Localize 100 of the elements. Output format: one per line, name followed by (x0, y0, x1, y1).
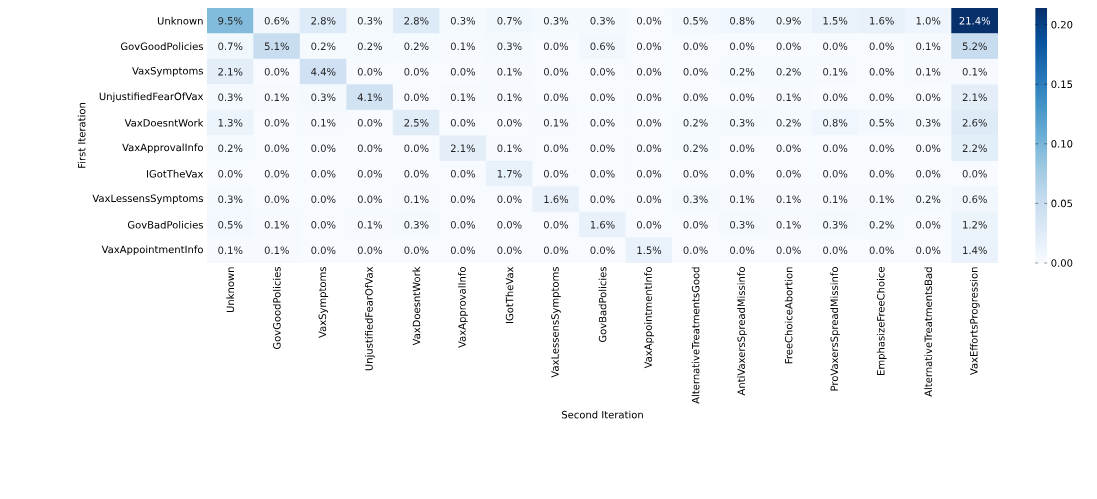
data-label: 0.0% (357, 144, 383, 153)
data-label: 0.5% (869, 118, 894, 127)
data-label: 0.1% (497, 93, 522, 102)
data-label: 0.3% (218, 93, 243, 102)
x-axis-title: Second Iteration (561, 410, 643, 419)
data-label: 5.2% (962, 42, 987, 51)
data-label: 0.1% (730, 195, 755, 204)
data-label: 0.3% (590, 16, 615, 25)
data-label: 21.4% (959, 16, 991, 25)
color-bar-label: 0.20 (1051, 20, 1073, 29)
data-label: 0.0% (636, 93, 662, 102)
data-label: 0.0% (590, 246, 615, 255)
data-label: 0.0% (404, 67, 429, 76)
data-label: 0.0% (636, 195, 662, 204)
data-label: 0.0% (543, 93, 569, 102)
data-label: 0.0% (543, 144, 569, 153)
data-label: 0.3% (404, 220, 429, 229)
data-label: 1.6% (870, 16, 894, 25)
x-tick-label: VaxLessensSymptoms (551, 267, 561, 378)
x-tick-label: VaxSymptoms (318, 267, 329, 338)
data-label: 0.8% (823, 118, 848, 127)
data-label: 0.0% (636, 220, 662, 229)
data-label: 2.5% (404, 118, 429, 127)
x-tick-label: GovBadPolicies (598, 267, 607, 343)
data-label: 0.0% (450, 220, 476, 229)
data-label: 0.0% (962, 169, 987, 178)
data-label: 0.3% (450, 16, 476, 25)
data-label: 2.1% (218, 67, 243, 76)
data-label: 0.1% (497, 144, 522, 153)
data-label: 0.0% (730, 169, 755, 178)
data-label: 2.6% (962, 118, 987, 127)
data-label: 0.0% (590, 195, 615, 204)
data-label: 0.0% (264, 67, 289, 76)
data-label: 1.5% (823, 16, 848, 25)
color-bar-label: 0.05 (1051, 199, 1073, 208)
data-label: 0.0% (311, 220, 336, 229)
data-label: 0.1% (450, 42, 476, 51)
data-label: 1.6% (544, 195, 569, 204)
data-label: 0.1% (497, 67, 522, 76)
y-tick-label: VaxAppointmentInfo (101, 245, 203, 256)
data-label: 0.1% (543, 118, 569, 127)
data-label: 0.0% (311, 195, 336, 204)
data-label: 0.1% (776, 93, 801, 102)
data-label: 0.3% (823, 220, 848, 229)
data-label: 0.0% (450, 118, 476, 127)
data-label: 0.2% (730, 67, 755, 76)
data-label: 0.1% (776, 220, 801, 229)
data-label: 0.0% (636, 144, 662, 153)
x-tick-label: ProVaxersSpreadMissinfo (830, 267, 840, 391)
data-label: 0.0% (869, 93, 894, 102)
data-label: 1.2% (963, 220, 987, 229)
y-tick-label: GovGoodPolicies (120, 42, 204, 51)
data-label: 0.0% (730, 144, 755, 153)
data-label: 0.1% (823, 67, 848, 76)
data-label: 1.7% (497, 169, 522, 178)
x-tick-label: AlternativeTreatmentsGood (691, 267, 700, 404)
data-label: 0.1% (869, 195, 894, 204)
data-label: 0.3% (357, 16, 383, 25)
data-label: 0.3% (730, 220, 755, 229)
data-label: 0.0% (590, 118, 615, 127)
x-tick-label: UnjustifiedFearOfVax (365, 266, 375, 371)
data-label: 0.5% (218, 220, 243, 229)
x-tick-label: IGotTheVax (505, 266, 514, 323)
data-label: 0.2% (683, 144, 708, 153)
data-label: 0.0% (916, 144, 941, 153)
data-label: 0.0% (916, 246, 941, 255)
data-label: 0.2% (683, 118, 708, 127)
x-tick-label: GovGoodPolicies (272, 267, 281, 350)
data-label: 0.2% (311, 42, 336, 51)
data-label: 0.0% (264, 169, 289, 178)
data-label: 0.3% (218, 195, 243, 204)
data-label: 0.2% (404, 42, 429, 51)
data-label: 0.0% (543, 67, 569, 76)
data-label: 0.1% (776, 195, 801, 204)
data-label: 0.0% (590, 67, 615, 76)
data-label: 0.0% (869, 42, 894, 51)
data-label: 0.0% (683, 246, 708, 255)
data-label: 0.1% (264, 93, 289, 102)
y-tick-label: Unknown (157, 16, 203, 25)
data-label: 0.0% (311, 144, 336, 153)
data-label: 5.1% (264, 42, 289, 51)
data-label: 1.3% (218, 118, 243, 127)
data-label: 0.0% (218, 169, 243, 178)
data-label: 0.0% (497, 118, 522, 127)
y-axis-title: First Iteration (77, 103, 86, 168)
data-label: 0.5% (683, 16, 708, 25)
data-label: 0.2% (869, 220, 894, 229)
x-tick-label: Unknown (226, 267, 235, 313)
data-label: 4.4% (311, 67, 336, 76)
data-label: 0.0% (264, 195, 289, 204)
data-label: 0.3% (543, 16, 569, 25)
x-tick-label: AntiVaxersSpreadMissinfo (737, 267, 747, 396)
data-label: 0.0% (450, 195, 476, 204)
data-label: 0.0% (636, 67, 662, 76)
data-label: 0.0% (683, 93, 708, 102)
data-label: 0.0% (916, 93, 941, 102)
data-label: 0.1% (916, 42, 941, 51)
x-tick-label: EmphasizeFreeChoice (876, 267, 887, 375)
data-label: 0.0% (543, 246, 569, 255)
data-label: 0.0% (404, 93, 429, 102)
